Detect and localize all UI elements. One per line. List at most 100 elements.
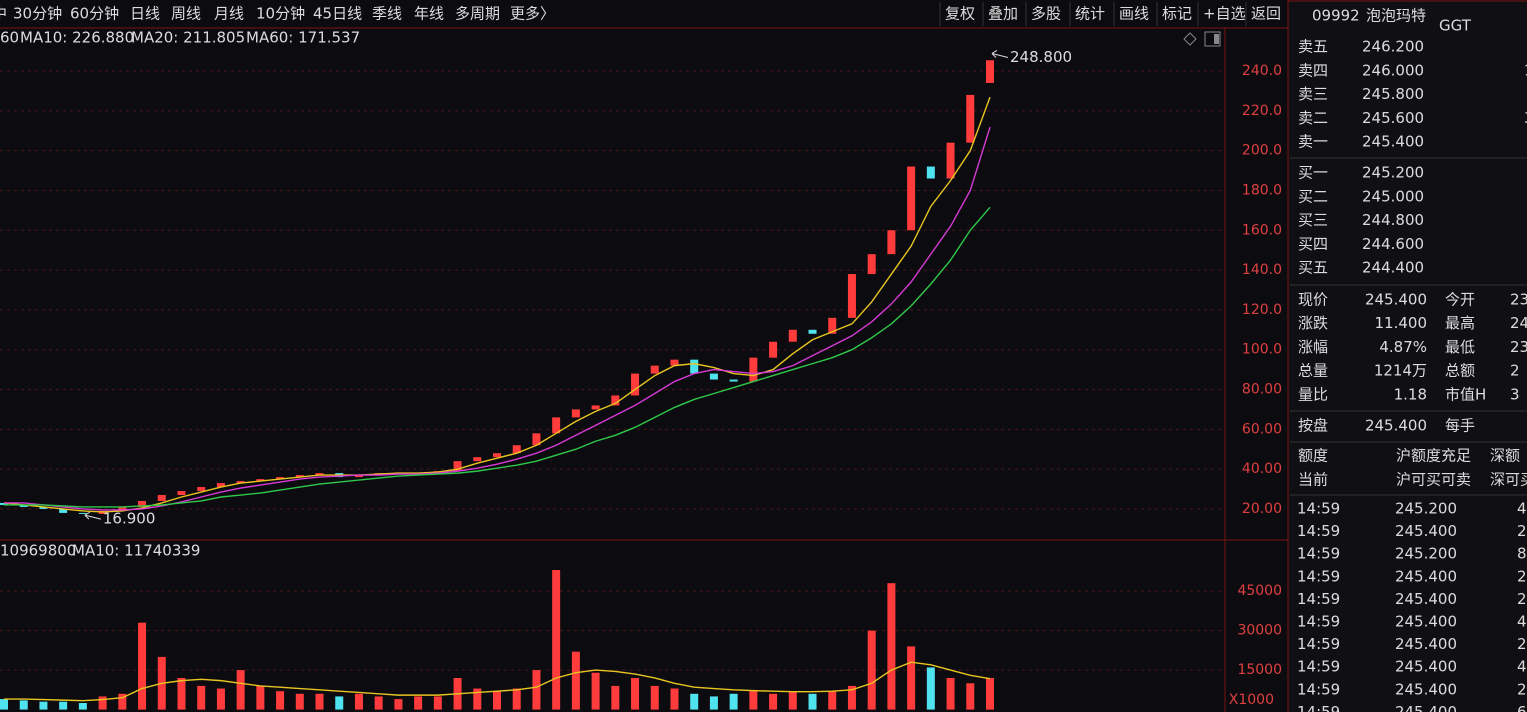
candle — [138, 500, 147, 507]
trade-time: 14:59 — [1297, 545, 1340, 563]
candle — [512, 445, 521, 454]
trade-volume: 4 — [1517, 500, 1527, 518]
candle — [39, 506, 48, 509]
toolbar-button[interactable]: +自选 — [1203, 5, 1246, 23]
volume-bar — [177, 677, 186, 710]
quota-label: 额度 — [1298, 447, 1328, 465]
quota-value: 沪可买可卖 — [1396, 471, 1471, 489]
volume-bar — [0, 699, 8, 710]
volume-bar — [847, 685, 856, 710]
volume-bar — [493, 691, 501, 710]
candle — [907, 166, 916, 231]
toolbar-tab[interactable]: 月线 — [214, 5, 244, 23]
volume-bar — [808, 693, 817, 710]
trade-volume: 6 — [1517, 703, 1527, 712]
candle — [315, 473, 324, 476]
volume-bar — [236, 670, 245, 710]
volume-bar — [197, 685, 206, 710]
toolbar-tab[interactable]: 多周期 — [455, 5, 500, 23]
candle — [19, 504, 28, 507]
volume-bar — [512, 688, 521, 710]
legend-entry: MA10: 226.880 — [20, 29, 134, 47]
book-label: 买三 — [1298, 211, 1328, 229]
trade-time: 14:59 — [1297, 613, 1340, 631]
volume-bar — [98, 696, 107, 710]
volume-bar — [354, 693, 363, 710]
legend-head: 60 — [0, 29, 19, 47]
stat-label: 今开 — [1445, 291, 1475, 309]
candle — [966, 94, 975, 143]
trade-time: 14:59 — [1297, 635, 1340, 653]
toolbar-tab[interactable]: 日线 — [130, 5, 160, 23]
candle — [571, 409, 580, 418]
toolbar-button[interactable]: 标记 — [1162, 5, 1192, 23]
quota-value: 深可买 — [1490, 471, 1527, 489]
candle — [670, 359, 679, 366]
volume-bar — [335, 696, 344, 710]
volume-bar — [828, 691, 837, 710]
volume-bar — [591, 672, 600, 710]
stat-value: 1214万 — [1374, 362, 1427, 380]
volume-bar — [552, 570, 561, 710]
toolbar-tab[interactable]: 30分钟 — [13, 5, 62, 23]
volume-bar — [78, 703, 87, 710]
trade-price: 245.400 — [1395, 590, 1457, 608]
trade-volume: 8 — [1517, 545, 1527, 563]
trade-volume: 4 — [1517, 613, 1527, 631]
volume-bar — [788, 691, 797, 710]
book-price: 246.000 — [1362, 61, 1424, 79]
volume-bar — [295, 693, 304, 710]
volume-bar — [709, 696, 718, 710]
book-label: 买二 — [1298, 187, 1328, 205]
toolbar-button[interactable]: 多股 — [1031, 5, 1061, 23]
stat-label: 现价 — [1298, 291, 1328, 309]
toolbar-tab[interactable]: 10分钟 — [256, 5, 305, 23]
candle — [788, 329, 797, 342]
toolbar-tab[interactable]: 60分钟 — [70, 5, 119, 23]
volume-ma-line — [4, 661, 991, 702]
stat-label: 每手 — [1445, 417, 1475, 435]
book-label: 卖四 — [1298, 61, 1328, 79]
stat-label: 最低 — [1445, 338, 1475, 356]
trade-volume: 2 — [1517, 680, 1527, 698]
toolbar-tab[interactable]: 更多〉 — [510, 5, 555, 23]
book-label: 卖一 — [1298, 133, 1328, 151]
stat-value: 23 — [1510, 291, 1527, 309]
y-tick-label: 220.0 — [1242, 103, 1282, 119]
toolbar-button[interactable]: 叠加 — [988, 5, 1018, 23]
trade-time: 14:59 — [1297, 522, 1340, 540]
book-price: 244.400 — [1362, 259, 1424, 277]
toolbar-tab[interactable]: 周线 — [171, 5, 201, 23]
volume-bar — [867, 630, 876, 710]
trade-volume: 2 — [1517, 567, 1527, 585]
unit-label: X1000 — [1229, 692, 1274, 708]
volume-bar — [19, 700, 28, 710]
toolbar-button[interactable]: 统计 — [1075, 5, 1105, 23]
trade-price: 245.400 — [1395, 658, 1457, 676]
candle — [59, 508, 68, 513]
trade-price: 245.400 — [1395, 613, 1457, 631]
toolbar-tab[interactable]: 季线 — [372, 5, 402, 23]
trade-price: 245.400 — [1395, 635, 1457, 653]
volume-bar — [650, 685, 659, 710]
stat-value: 1.18 — [1394, 385, 1427, 403]
volume-bar — [256, 685, 265, 710]
book-label: 买四 — [1298, 235, 1328, 253]
toolbar-button[interactable]: 复权 — [945, 5, 975, 23]
toolbar-tab[interactable]: 年线 — [414, 5, 444, 23]
volume-bar — [433, 696, 442, 710]
book-qty: 1 — [1524, 61, 1527, 79]
book-price: 244.600 — [1362, 235, 1424, 253]
book-label: 卖五 — [1298, 38, 1328, 56]
stat-value: 24 — [1510, 314, 1527, 332]
stat-label: 最高 — [1445, 314, 1475, 332]
toolbar-tab[interactable]: 中 — [0, 5, 7, 23]
candle — [847, 274, 856, 318]
toolbar-button[interactable]: 画线 — [1119, 5, 1149, 23]
volume-bar — [611, 685, 620, 710]
trade-price: 245.400 — [1395, 703, 1457, 712]
toolbar-button[interactable]: 返回 — [1251, 5, 1281, 23]
toolbar-tab[interactable]: 45日线 — [313, 5, 362, 23]
candle — [611, 395, 620, 406]
